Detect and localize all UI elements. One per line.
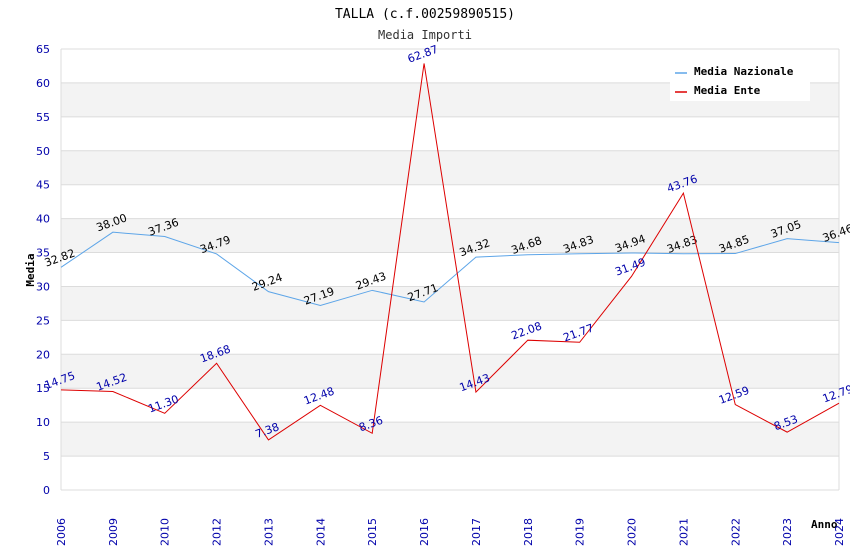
y-axis-ticks: 0 5 10 15 20 25 30 35 40 45 50 55 60 65: [36, 43, 50, 497]
data-label: 22.08: [510, 319, 544, 342]
grid-band: [61, 150, 839, 185]
y-tick-label: 55: [36, 111, 50, 124]
x-tick-label: 2020: [626, 518, 639, 546]
data-label: 62.87: [406, 43, 440, 66]
data-label: 31.49: [613, 256, 647, 279]
grid-band: [61, 422, 839, 457]
y-tick-label: 10: [36, 416, 50, 429]
x-tick-label: 2014: [314, 518, 327, 546]
y-tick-label: 40: [36, 213, 50, 226]
y-tick-label: 5: [43, 450, 50, 463]
x-tick-label: 2009: [107, 518, 120, 546]
legend-label-media-ente: Media Ente: [694, 84, 761, 97]
x-axis-ticks: 2006 2009 2010 2012 2013 2014 2015 2016 2017 2018…: [55, 518, 846, 546]
legend-label-media-nazionale: Media Nazionale: [694, 65, 794, 78]
x-tick-label: 2017: [470, 518, 483, 546]
y-axis-label: Media: [24, 253, 37, 286]
grid-lines: [60, 48, 840, 491]
data-label: 11.30: [147, 393, 181, 416]
x-tick-label: 2018: [522, 518, 535, 546]
x-tick-label: 2015: [366, 518, 379, 546]
x-tick-label: 2024: [833, 518, 846, 546]
y-tick-label: 20: [36, 348, 50, 361]
x-tick-label: 2012: [211, 518, 224, 546]
series-line-media-nazionale: [60, 231, 840, 307]
legend-box: [670, 60, 810, 101]
grid-band: [61, 286, 839, 321]
y-tick-label: 65: [36, 43, 50, 56]
y-tick-label: 50: [36, 145, 50, 158]
y-tick-label: 25: [36, 314, 50, 327]
grid-band: [61, 354, 839, 389]
chart-subtitle: Media Importi: [378, 28, 472, 42]
x-tick-label: 2021: [677, 518, 690, 546]
y-tick-label: 35: [36, 247, 50, 260]
y-tick-label: 45: [36, 179, 50, 192]
data-label: 21.77: [561, 322, 595, 345]
x-tick-label: 2013: [262, 518, 275, 546]
x-axis-label: Anno: [811, 518, 838, 531]
x-tick-label: 2010: [159, 518, 172, 546]
series-line-media-ente: [60, 63, 840, 441]
x-tick-label: 2006: [55, 518, 68, 546]
legend: Media Nazionale Media Ente: [670, 60, 810, 101]
x-tick-label: 2019: [574, 518, 587, 546]
grid-band: [61, 218, 839, 253]
y-tick-label: 15: [36, 382, 50, 395]
y-tick-label: 60: [36, 77, 50, 90]
x-tick-label: 2016: [418, 518, 431, 546]
chart-title: TALLA (c.f.00259890515): [335, 7, 515, 22]
x-tick-label: 2022: [729, 518, 742, 546]
y-tick-label: 0: [43, 484, 50, 497]
y-tick-label: 30: [36, 280, 50, 293]
x-tick-label: 2023: [781, 518, 794, 546]
